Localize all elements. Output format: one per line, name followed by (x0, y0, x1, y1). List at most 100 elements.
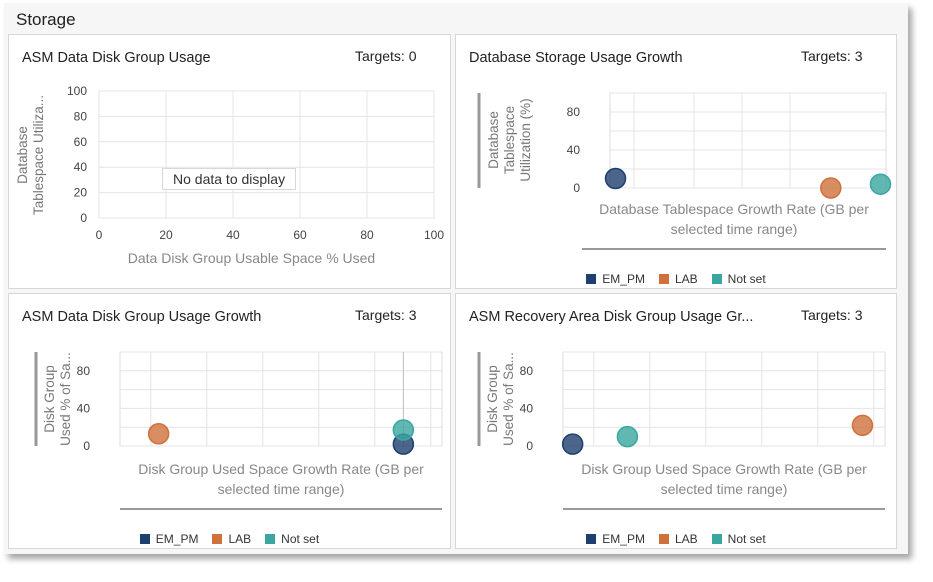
legend-item-em-pm[interactable]: EM_PM (139, 532, 199, 546)
no-data-message: No data to display (162, 168, 297, 190)
panel-title: ASM Data Disk Group Usage Growth (22, 309, 262, 325)
panel-asm-data-disk-group-usage[interactable]: ASM Data Disk Group Usage Targets: 0 0 20… (8, 34, 451, 289)
data-point-not-set (392, 419, 415, 441)
data-point-lab (820, 177, 842, 199)
targets-value: 3 (408, 307, 417, 323)
y-tick-label: 40 (567, 143, 581, 157)
y-axis-title-line: Used % of Sa... (501, 352, 516, 446)
x-axis-title: selected time range) (661, 481, 788, 497)
targets-value: 0 (408, 48, 417, 64)
y-tick-label: 80 (77, 364, 91, 378)
y-tick-label: 40 (74, 160, 88, 174)
plot-area (609, 92, 887, 189)
y-axis-title-line: Tablespace (502, 106, 517, 174)
y-tick-label: 20 (74, 186, 88, 200)
plot-area (98, 90, 435, 219)
targets-count: Targets: 0 (355, 48, 417, 64)
y-tick-label: 80 (567, 105, 581, 119)
page-title: Storage (16, 10, 76, 29)
panel-database-storage-usage-growth[interactable]: Database Storage Usage Growth Targets: 3… (455, 34, 897, 289)
legend-item-not-set[interactable]: Not set (265, 532, 319, 546)
targets-value: 3 (854, 307, 863, 323)
x-tick-label: 0 (96, 228, 103, 242)
x-axis-title: Disk Group Used Space Growth Rate (GB pe… (138, 461, 424, 477)
data-point-lab (851, 414, 874, 437)
panel-title: Database Storage Usage Growth (469, 50, 683, 66)
legend-label: LAB (674, 272, 698, 286)
chart-asm-data-disk-group-usage-growth[interactable]: 0 40 80 Disk Group Used % of Sa... Disk Group… (9, 294, 451, 549)
data-point-not-set (616, 425, 639, 448)
chart-legend: EM_PM LAB Not set (456, 532, 896, 546)
data-point-lab (147, 423, 170, 445)
legend-item-lab[interactable]: LAB (658, 532, 698, 546)
y-axis-title: Disk Group Used % of Sa... (42, 352, 73, 446)
legend-label: EM_PM (155, 532, 199, 546)
x-tick-label: 100 (424, 228, 444, 242)
y-tick-label: 0 (83, 439, 90, 453)
y-tick-label: 80 (74, 109, 88, 123)
legend-swatch (265, 534, 276, 544)
y-tick-label: 0 (80, 211, 87, 225)
x-axis-title: Data Disk Group Usable Space % Used (128, 250, 375, 266)
legend-swatch (711, 274, 722, 284)
targets-count: Targets: 3 (801, 48, 863, 64)
legend-label: EM_PM (602, 532, 645, 546)
chart-legend: EM_PM LAB Not set (456, 272, 896, 286)
legend-item-lab[interactable]: LAB (658, 272, 698, 286)
legend-swatch (711, 534, 722, 544)
y-axis-title-line: Tablespace Utiliza... (31, 95, 46, 215)
legend-item-not-set[interactable]: Not set (711, 532, 766, 546)
y-axis-title-line: Database (15, 126, 30, 184)
y-tick-label: 0 (573, 181, 580, 195)
legend-label: Not set (727, 532, 766, 546)
targets-label: Targets: (355, 307, 405, 323)
legend-item-lab[interactable]: LAB (212, 532, 251, 546)
x-axis-title: Database Tablespace Growth Rate (GB per (599, 201, 869, 217)
x-tick-label: 80 (360, 228, 374, 242)
targets-label: Targets: (801, 48, 851, 64)
y-tick-label: 60 (74, 135, 88, 149)
storage-region: Storage ASM Data Disk Group Usage Target… (4, 3, 908, 554)
x-tick-label: 60 (293, 228, 307, 242)
panel-title: ASM Data Disk Group Usage (22, 50, 211, 66)
x-tick-label: 20 (159, 228, 173, 242)
legend-label: Not set (727, 272, 766, 286)
legend-item-em-pm[interactable]: EM_PM (586, 272, 645, 286)
y-axis-title-line: Utilization (%) (518, 98, 533, 181)
targets-label: Targets: (801, 307, 851, 323)
legend-item-em-pm[interactable]: EM_PM (586, 532, 645, 546)
chart-asm-data-disk-group-usage[interactable]: 0 20 40 60 80 100 0 20 40 60 80 100 Database Tablespa… (9, 35, 451, 289)
panel-title: ASM Recovery Area Disk Group Usage Gr... (469, 309, 754, 325)
y-axis-title: Database Tablespace Utilization (%) (486, 98, 533, 181)
y-tick-label: 40 (77, 401, 91, 415)
y-axis-title-line: Disk Group (485, 365, 500, 433)
chart-legend: EM_PM LAB Not set (9, 532, 450, 546)
legend-swatch (212, 534, 223, 544)
x-axis-title: Disk Group Used Space Growth Rate (GB pe… (581, 461, 867, 477)
targets-count: Targets: 3 (801, 307, 863, 323)
x-axis-title: selected time range) (218, 481, 345, 497)
targets-value: 3 (854, 48, 863, 64)
y-axis-title-line: Used % of Sa... (58, 352, 73, 446)
legend-label: Not set (281, 532, 320, 546)
legend-swatch (139, 534, 150, 544)
data-point-em-pm (604, 167, 627, 190)
y-tick-label: 100 (67, 84, 87, 98)
x-tick-label: 40 (226, 228, 240, 242)
legend-item-not-set[interactable]: Not set (711, 272, 766, 286)
legend-swatch (586, 534, 597, 544)
y-axis-title-line: Database (486, 111, 501, 169)
y-tick-label: 40 (520, 401, 534, 415)
panel-asm-recovery-area-disk-group-usage-growth[interactable]: ASM Recovery Area Disk Group Usage Gr...… (455, 293, 897, 549)
panel-asm-data-disk-group-usage-growth[interactable]: ASM Data Disk Group Usage Growth Targets… (8, 293, 451, 549)
legend-label: LAB (228, 532, 252, 546)
legend-swatch (586, 274, 597, 284)
y-tick-label: 0 (526, 439, 533, 453)
legend-swatch (658, 274, 669, 284)
targets-count: Targets: 3 (355, 307, 417, 323)
plot-area (562, 351, 886, 447)
legend-swatch (658, 534, 669, 544)
targets-label: Targets: (355, 48, 405, 64)
